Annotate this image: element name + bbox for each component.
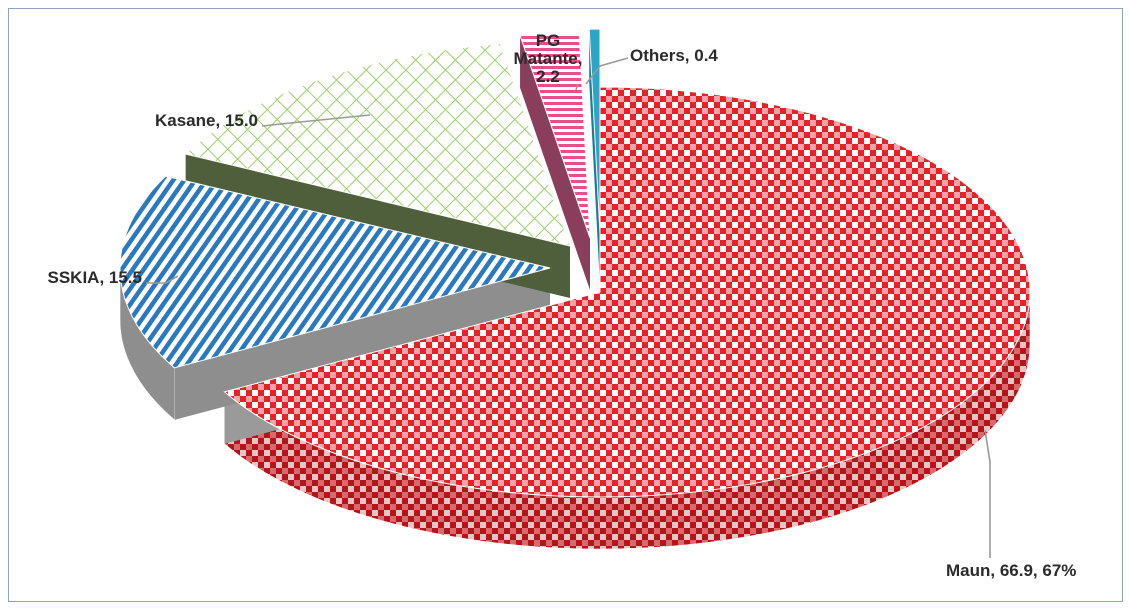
label-sskia: SSKIA, 15.5 xyxy=(48,268,143,287)
label-pg-matante-leader xyxy=(575,83,579,91)
label-pg-matante-line: PG xyxy=(536,31,561,50)
slice-others-cut xyxy=(589,29,600,287)
label-pg-matante: PG Matante, 2.2 xyxy=(514,31,583,86)
slice-kasane xyxy=(184,43,571,247)
label-maun-leader xyxy=(984,429,991,558)
label-kasane-leader xyxy=(261,114,371,127)
label-others-leader xyxy=(585,57,629,85)
label-pg-matante-line: Matante, xyxy=(514,49,583,68)
label-kasane: Kasane, 15.0 xyxy=(155,111,258,130)
pie-top-layer xyxy=(119,28,1031,498)
label-others: Others, 0.4 xyxy=(630,46,718,65)
label-pg-matante-line: 2.2 xyxy=(536,67,560,86)
slice-pg-matante-cut xyxy=(520,35,590,290)
slice-pg-matante xyxy=(519,32,591,239)
label-sskia-leader xyxy=(146,275,179,284)
pie-label-layer: Maun, 66.9, 67% SSKIA, 15.5 Kasane, 15.0 PG… xyxy=(48,31,1077,580)
slice-maun xyxy=(223,86,1031,498)
slice-sskia xyxy=(119,175,551,369)
slice-others xyxy=(588,28,601,235)
label-maun: Maun, 66.9, 67% xyxy=(946,561,1076,580)
